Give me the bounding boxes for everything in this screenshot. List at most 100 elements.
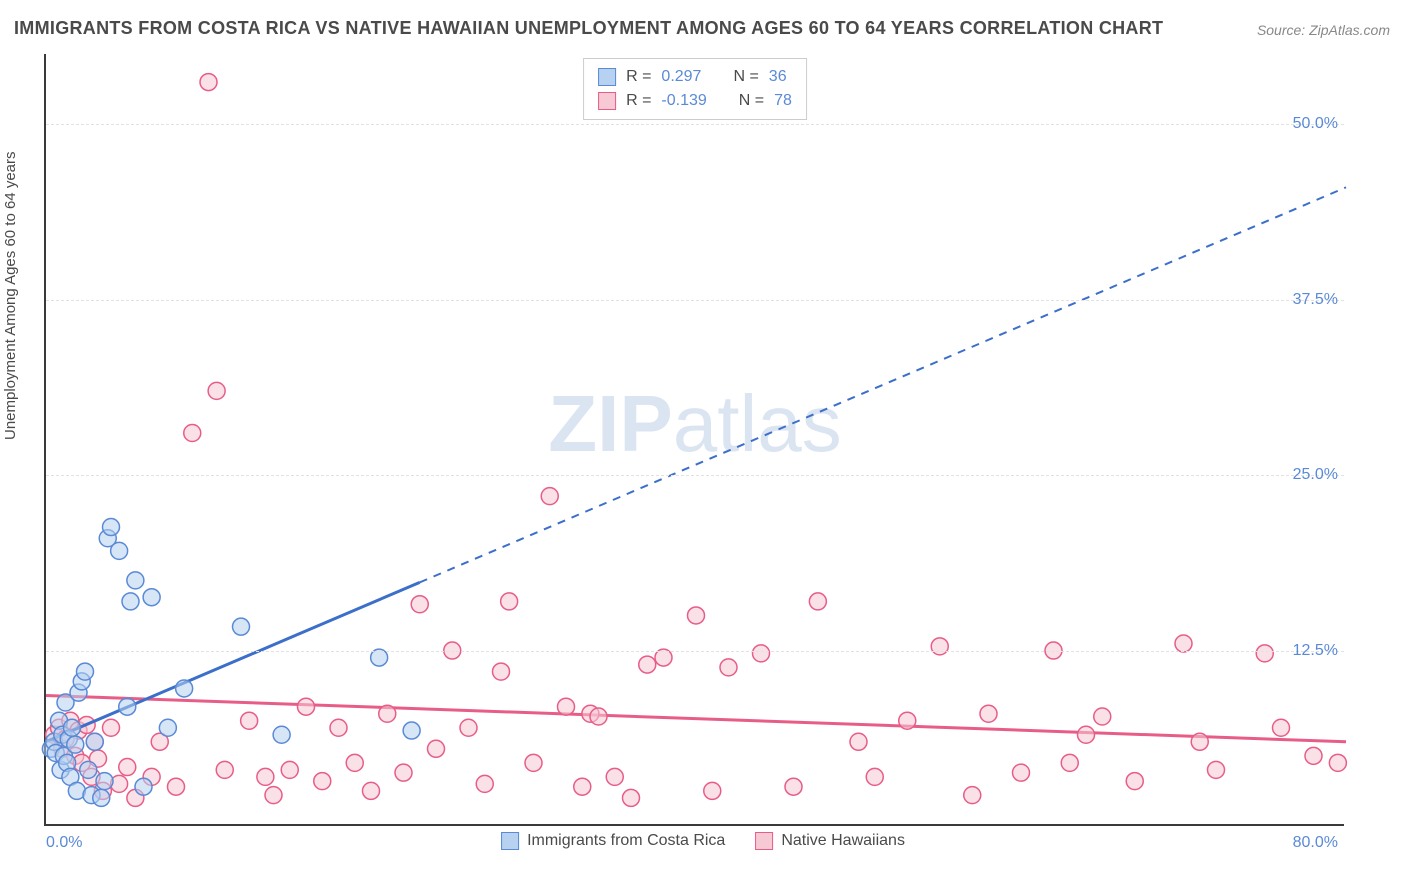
- r-label-0: R =: [626, 65, 651, 89]
- legend-bottom-swatch-1: [755, 832, 773, 850]
- scatter-point: [77, 663, 94, 680]
- r-value-1: -0.139: [661, 89, 706, 113]
- scatter-point: [1175, 635, 1192, 652]
- scatter-point: [590, 708, 607, 725]
- r-label-1: R =: [626, 89, 651, 113]
- scatter-point: [866, 768, 883, 785]
- series-legend: Immigrants from Costa Rica Native Hawaii…: [501, 832, 905, 850]
- scatter-point: [704, 782, 721, 799]
- legend-bottom-label-0: Immigrants from Costa Rica: [527, 832, 725, 850]
- scatter-point: [281, 761, 298, 778]
- scatter-point: [127, 572, 144, 589]
- scatter-point: [476, 775, 493, 792]
- scatter-point: [720, 659, 737, 676]
- source-link[interactable]: ZipAtlas.com: [1309, 22, 1390, 38]
- scatter-point: [1329, 754, 1346, 771]
- scatter-point: [753, 645, 770, 662]
- scatter-point: [493, 663, 510, 680]
- scatter-point: [525, 754, 542, 771]
- x-tick-label: 0.0%: [46, 834, 82, 852]
- scatter-point: [1094, 708, 1111, 725]
- scatter-point: [931, 638, 948, 655]
- n-label-0: N =: [733, 65, 758, 89]
- x-tick-label: 80.0%: [1293, 834, 1338, 852]
- scatter-point: [216, 761, 233, 778]
- scatter-point: [850, 733, 867, 750]
- scatter-point: [346, 754, 363, 771]
- n-label-1: N =: [739, 89, 764, 113]
- legend-item-0: Immigrants from Costa Rica: [501, 832, 725, 850]
- scatter-point: [1078, 726, 1095, 743]
- source-prefix: Source:: [1257, 22, 1309, 38]
- scatter-point: [330, 719, 347, 736]
- scatter-point: [639, 656, 656, 673]
- scatter-point: [980, 705, 997, 722]
- scatter-point: [119, 698, 136, 715]
- scatter-point: [208, 382, 225, 399]
- scatter-point: [785, 778, 802, 795]
- trend-line-dashed: [420, 187, 1346, 582]
- scatter-point: [265, 787, 282, 804]
- scatter-point: [200, 74, 217, 91]
- chart-svg: [46, 54, 1344, 824]
- legend-swatch-0: [598, 68, 616, 86]
- scatter-point: [103, 719, 120, 736]
- scatter-point: [122, 593, 139, 610]
- scatter-point: [93, 789, 110, 806]
- scatter-point: [273, 726, 290, 743]
- scatter-point: [257, 768, 274, 785]
- scatter-point: [1061, 754, 1078, 771]
- scatter-point: [809, 593, 826, 610]
- scatter-point: [314, 773, 331, 790]
- scatter-point: [501, 593, 518, 610]
- scatter-point: [143, 589, 160, 606]
- source-credit: Source: ZipAtlas.com: [1257, 22, 1390, 38]
- scatter-point: [96, 773, 113, 790]
- scatter-point: [688, 607, 705, 624]
- scatter-point: [964, 787, 981, 804]
- scatter-point: [184, 424, 201, 441]
- r-value-0: 0.297: [661, 65, 701, 89]
- n-value-0: 36: [769, 65, 787, 89]
- legend-swatch-1: [598, 92, 616, 110]
- gridline: [46, 475, 1344, 476]
- legend-row-0: R = 0.297 N = 36: [598, 65, 792, 89]
- scatter-point: [241, 712, 258, 729]
- scatter-point: [1013, 764, 1030, 781]
- plot-area: ZIPatlas R = 0.297 N = 36 R = -0.139 N =…: [44, 54, 1344, 826]
- scatter-point: [379, 705, 396, 722]
- scatter-point: [363, 782, 380, 799]
- scatter-point: [135, 778, 152, 795]
- scatter-point: [899, 712, 916, 729]
- scatter-point: [395, 764, 412, 781]
- scatter-point: [80, 761, 97, 778]
- legend-bottom-label-1: Native Hawaiians: [781, 832, 905, 850]
- gridline: [46, 300, 1344, 301]
- y-axis-label: Unemployment Among Ages 60 to 64 years: [2, 151, 19, 440]
- scatter-point: [606, 768, 623, 785]
- scatter-point: [460, 719, 477, 736]
- scatter-point: [67, 736, 84, 753]
- scatter-point: [1208, 761, 1225, 778]
- scatter-point: [168, 778, 185, 795]
- correlation-legend: R = 0.297 N = 36 R = -0.139 N = 78: [583, 58, 807, 120]
- trend-line-solid: [46, 582, 420, 741]
- n-value-1: 78: [774, 89, 792, 113]
- scatter-point: [233, 618, 250, 635]
- scatter-point: [1126, 773, 1143, 790]
- legend-bottom-swatch-0: [501, 832, 519, 850]
- scatter-point: [1305, 747, 1322, 764]
- chart-title: IMMIGRANTS FROM COSTA RICA VS NATIVE HAW…: [14, 18, 1163, 39]
- scatter-point: [1273, 719, 1290, 736]
- scatter-point: [1191, 733, 1208, 750]
- scatter-point: [64, 719, 81, 736]
- gridline: [46, 124, 1344, 125]
- scatter-point: [1256, 645, 1273, 662]
- legend-item-1: Native Hawaiians: [755, 832, 905, 850]
- scatter-point: [623, 789, 640, 806]
- scatter-point: [111, 542, 128, 559]
- scatter-point: [541, 488, 558, 505]
- scatter-point: [159, 719, 176, 736]
- scatter-point: [411, 596, 428, 613]
- scatter-point: [176, 680, 193, 697]
